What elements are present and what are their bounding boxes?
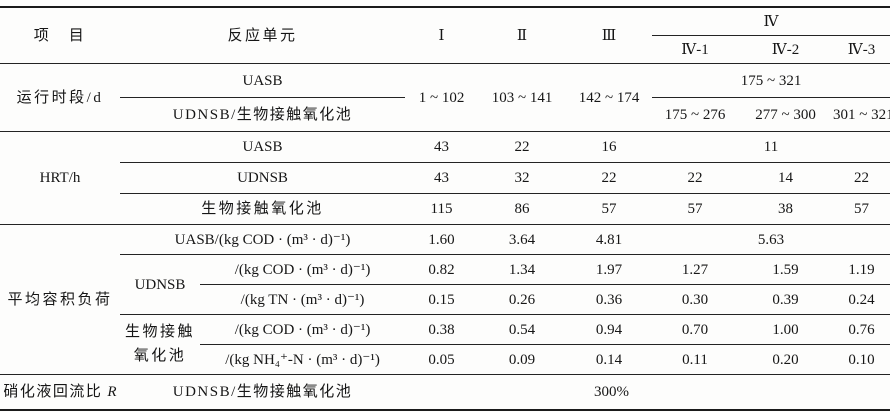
cell-hrt-uasb-p3: 16 xyxy=(566,131,653,163)
cell-op-udnsb-label: UDNSB/生物接触氧化池 xyxy=(120,97,406,132)
cell-load-uasb-unit: UASB/(kg COD · (m³ · d)⁻¹) xyxy=(120,224,406,255)
cell-load-udnsb-tn-3: 0.30 xyxy=(652,284,739,315)
cell-load-contact-cod-3: 0.70 xyxy=(652,314,739,345)
header-phase-4: Ⅳ xyxy=(652,7,890,36)
cell-load-udnsb-cod-unit: /(kg COD · (m³ · d)⁻¹) xyxy=(200,254,406,285)
cell-load-uasb-p4: 5.63 xyxy=(652,224,890,255)
cell-load-contact-cod-2: 0.94 xyxy=(566,314,653,345)
header-phase-4-1: Ⅳ-1 xyxy=(652,35,739,64)
cell-hrt-contact-0: 115 xyxy=(405,193,479,225)
cell-load-udnsb-tn-0: 0.15 xyxy=(405,284,479,315)
cell-op-uasb-label: UASB xyxy=(120,63,406,98)
cell-load-contact-nh4-5: 0.10 xyxy=(833,344,890,375)
hrt-row-contact: 生物接触氧化池 115 86 57 57 38 57 xyxy=(0,193,890,225)
header-phase-3: Ⅲ xyxy=(566,7,653,64)
cell-hrt-contact-5: 57 xyxy=(833,193,890,225)
cell-load-udnsb-cod-2: 1.97 xyxy=(566,254,653,285)
load-row-contact-nh4: /(kg NH₄⁺-N · (m³ · d)⁻¹) 0.05 0.09 0.14… xyxy=(0,344,890,375)
header-reaction-unit: 反应单元 xyxy=(120,7,406,64)
cell-hrt-uasb-p4: 11 xyxy=(652,131,890,163)
cell-hrt-contact-3: 57 xyxy=(652,193,739,225)
cell-op-p1: 1 ~ 102 xyxy=(405,63,479,132)
cell-hrt-uasb-label: UASB xyxy=(120,131,406,163)
cell-hrt-uasb-p1: 43 xyxy=(405,131,479,163)
header-phase-4-2: Ⅳ-2 xyxy=(738,35,834,64)
operation-period-row-uasb: 运行时段/d UASB 1 ~ 102 103 ~ 141 142 ~ 174 … xyxy=(0,63,890,132)
cell-op-p2: 103 ~ 141 xyxy=(478,63,567,132)
reflux-item: 硝化液回流比 R xyxy=(0,375,120,411)
cell-op-p4-1: 175 ~ 276 xyxy=(652,97,739,132)
cell-hrt-uasb-p2: 22 xyxy=(478,131,567,163)
cell-load-udnsb-tn-4: 0.39 xyxy=(738,284,834,315)
cell-load-uasb-p2: 3.64 xyxy=(478,224,567,255)
cell-op-p3: 142 ~ 174 xyxy=(566,63,653,132)
cell-hrt-udnsb-4: 14 xyxy=(738,162,834,194)
cell-load-uasb-p3: 4.81 xyxy=(566,224,653,255)
cell-load-udnsb-tn-5: 0.24 xyxy=(833,284,890,315)
header-item: 项 目 xyxy=(0,7,120,64)
cell-load-udnsb-tn-2: 0.36 xyxy=(566,284,653,315)
header-phase-4-3: Ⅳ-3 xyxy=(833,35,890,64)
cell-hrt-udnsb-0: 43 xyxy=(405,162,479,194)
cell-hrt-udnsb-label: UDNSB xyxy=(120,162,406,194)
cell-hrt-contact-1: 86 xyxy=(478,193,567,225)
cell-op-uasb-p4: 175 ~ 321 xyxy=(652,63,890,98)
header-row-1: 项 目 反应单元 Ⅰ Ⅱ Ⅲ Ⅳ xyxy=(0,7,890,64)
cell-load-contact-nh4-4: 0.20 xyxy=(738,344,834,375)
cell-load-udnsb-tn-1: 0.26 xyxy=(478,284,567,315)
load-row-udnsb-cod: UDNSB /(kg COD · (m³ · d)⁻¹) 0.82 1.34 1… xyxy=(0,254,890,315)
header-phase-2: Ⅱ xyxy=(478,7,567,64)
cell-reflux-value: 300% xyxy=(594,384,630,400)
scanned-paper-table-page: 项 目 反应单元 Ⅰ Ⅱ Ⅲ Ⅳ Ⅳ-1 Ⅳ-2 Ⅳ-3 运行时段/d UASB… xyxy=(0,6,890,412)
cell-hrt-udnsb-1: 32 xyxy=(478,162,567,194)
load-row-udnsb-tn: /(kg TN · (m³ · d)⁻¹) 0.15 0.26 0.36 0.3… xyxy=(0,284,890,315)
cell-load-udnsb-cod-3: 1.27 xyxy=(652,254,739,285)
hrt-item: HRT/h xyxy=(0,131,120,225)
cell-hrt-contact-2: 57 xyxy=(566,193,653,225)
cell-hrt-udnsb-5: 22 xyxy=(833,162,890,194)
header-row-2: Ⅳ-1 Ⅳ-2 Ⅳ-3 xyxy=(0,35,890,64)
reflux-item-symbol: R xyxy=(107,384,117,400)
cell-hrt-udnsb-3: 22 xyxy=(652,162,739,194)
cell-load-contact-cod-unit: /(kg COD · (m³ · d)⁻¹) xyxy=(200,314,406,345)
cell-hrt-contact-label: 生物接触氧化池 xyxy=(120,193,406,225)
load-contact-group-label: 生物接触 氧化池 xyxy=(120,314,200,375)
cell-load-contact-cod-0: 0.38 xyxy=(405,314,479,345)
cell-load-uasb-p1: 1.60 xyxy=(405,224,479,255)
cell-op-p4-2: 277 ~ 300 xyxy=(738,97,834,132)
operation-period-item: 运行时段/d xyxy=(0,63,120,132)
header-phase-1: Ⅰ xyxy=(405,7,479,64)
cell-load-contact-cod-4: 1.00 xyxy=(738,314,834,345)
cell-op-p4-3: 301 ~ 321 xyxy=(833,97,890,132)
cell-load-udnsb-cod-4: 1.59 xyxy=(738,254,834,285)
cell-load-contact-nh4-3: 0.11 xyxy=(652,344,739,375)
load-row-uasb: 平均容积负荷 UASB/(kg COD · (m³ · d)⁻¹) 1.60 3… xyxy=(0,224,890,375)
reflux-row: 硝化液回流比 R UDNSB/生物接触氧化池 300% xyxy=(0,375,890,411)
cell-hrt-contact-4: 38 xyxy=(738,193,834,225)
load-item: 平均容积负荷 xyxy=(0,224,120,375)
hrt-row-udnsb: UDNSB 43 32 22 22 14 22 xyxy=(0,162,890,194)
load-udnsb-group-label: UDNSB xyxy=(120,254,200,315)
cell-load-contact-nh4-unit: /(kg NH₄⁺-N · (m³ · d)⁻¹) xyxy=(200,344,406,375)
cell-load-udnsb-cod-0: 0.82 xyxy=(405,254,479,285)
operation-period-row-udnsb: UDNSB/生物接触氧化池 175 ~ 276 277 ~ 300 301 ~ … xyxy=(0,97,890,132)
cell-load-contact-cod-1: 0.54 xyxy=(478,314,567,345)
cell-load-contact-nh4-1: 0.09 xyxy=(478,344,567,375)
cell-load-udnsb-cod-5: 1.19 xyxy=(833,254,890,285)
cell-load-contact-nh4-0: 0.05 xyxy=(405,344,479,375)
cell-load-udnsb-cod-1: 1.34 xyxy=(478,254,567,285)
cell-load-udnsb-tn-unit: /(kg TN · (m³ · d)⁻¹) xyxy=(200,284,406,315)
reflux-item-text: 硝化液回流比 xyxy=(3,384,103,400)
cell-load-contact-nh4-2: 0.14 xyxy=(566,344,653,375)
cell-load-contact-cod-5: 0.76 xyxy=(833,314,890,345)
cell-reflux-unit: UDNSB/生物接触氧化池 xyxy=(172,384,353,400)
cell-hrt-udnsb-2: 22 xyxy=(566,162,653,194)
load-row-contact-cod: 生物接触 氧化池 /(kg COD · (m³ · d)⁻¹) 0.38 0.5… xyxy=(0,314,890,375)
hrt-row-uasb: HRT/h UASB 43 22 16 11 xyxy=(0,131,890,225)
process-parameters-table: 项 目 反应单元 Ⅰ Ⅱ Ⅲ Ⅳ Ⅳ-1 Ⅳ-2 Ⅳ-3 运行时段/d UASB… xyxy=(0,6,890,411)
